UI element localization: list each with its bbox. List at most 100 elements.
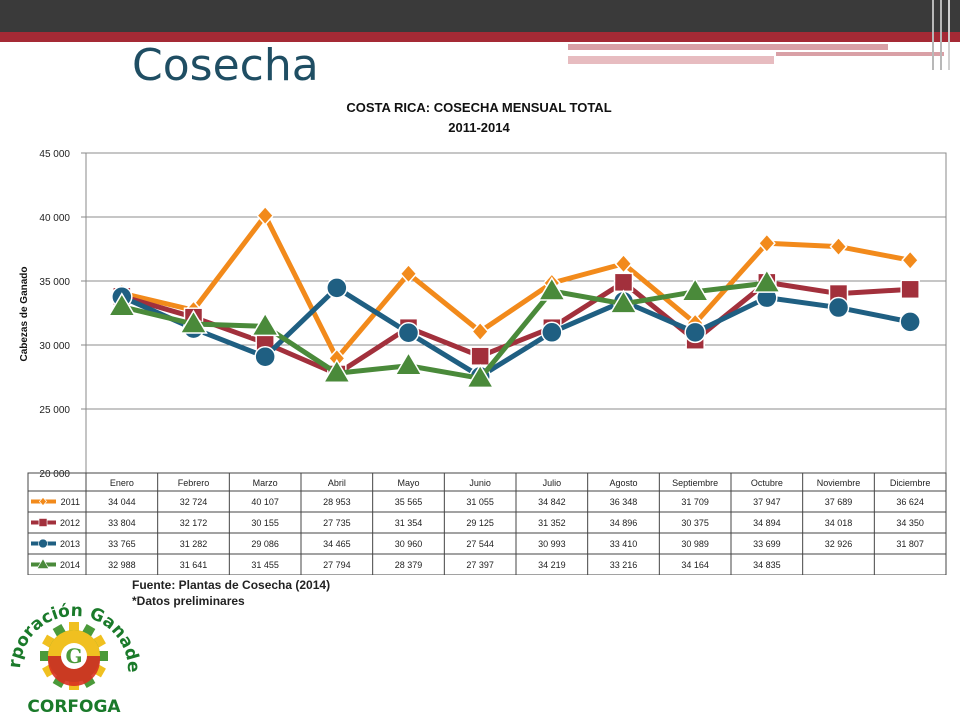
data-label: 40 107 <box>251 497 279 507</box>
top-bar <box>0 0 960 32</box>
data-point <box>38 518 48 527</box>
series-line <box>120 285 911 379</box>
data-label: 30 375 <box>681 518 709 528</box>
data-label: 36 348 <box>610 497 638 507</box>
data-label: 33 410 <box>610 539 638 549</box>
data-label: 33 765 <box>108 539 136 549</box>
gear-tooth <box>69 622 79 634</box>
x-tick-label: Agosto <box>609 478 637 488</box>
data-point <box>254 345 276 368</box>
y-tick-label: 30 000 <box>39 341 70 352</box>
series-2014 <box>107 268 782 389</box>
data-label: 30 989 <box>681 539 709 549</box>
data-point <box>901 250 920 271</box>
data-label: 33 804 <box>108 518 136 528</box>
plot-area <box>85 152 947 474</box>
data-point <box>613 272 634 293</box>
data-point <box>900 279 920 300</box>
data-point <box>680 277 710 302</box>
legend-label: 2012 <box>60 518 80 528</box>
chart-subtitle: 2011-2014 <box>448 120 510 135</box>
data-point <box>36 557 50 569</box>
svg-text:G: G <box>65 644 82 668</box>
series-2012 <box>112 272 920 384</box>
data-point <box>471 321 490 342</box>
legend-label: 2011 <box>61 497 80 507</box>
data-label: 34 896 <box>610 518 638 528</box>
data-label: 32 988 <box>108 560 136 570</box>
line-chart: COSTA RICA: COSECHA MENSUAL TOTAL 2011-2… <box>19 100 947 575</box>
preliminary-note: *Datos preliminares <box>132 594 245 608</box>
decor-line <box>932 0 934 70</box>
data-label: 34 219 <box>538 560 566 570</box>
x-tick-label: Abril <box>328 478 346 488</box>
series-line <box>121 279 911 377</box>
accent-bar <box>0 32 960 42</box>
data-point <box>38 538 48 549</box>
data-label: 29 125 <box>466 518 494 528</box>
x-tick-label: Septiembre <box>672 478 718 488</box>
series-line <box>121 280 768 381</box>
x-tick-label: Marzo <box>253 478 278 488</box>
data-point <box>394 351 423 376</box>
data-point <box>322 358 352 383</box>
data-label: 36 624 <box>896 497 924 507</box>
data-label: 34 164 <box>681 560 709 570</box>
data-point <box>399 263 418 284</box>
data-label: 34 350 <box>896 518 924 528</box>
data-label: 31 055 <box>466 497 494 507</box>
data-point <box>899 311 921 333</box>
data-point <box>609 289 638 314</box>
data-point <box>38 496 48 507</box>
gear-icon: G <box>40 622 108 690</box>
data-point <box>757 233 776 254</box>
legend-label: 2013 <box>60 539 80 549</box>
data-label: 34 894 <box>753 518 781 528</box>
data-point <box>829 236 848 257</box>
y-tick-label: 40 000 <box>39 213 70 224</box>
accent-stripe <box>776 52 944 56</box>
data-label: 33 699 <box>753 539 781 549</box>
data-point <box>250 311 280 337</box>
data-label: 33 216 <box>610 560 638 570</box>
chart-title: COSTA RICA: COSECHA MENSUAL TOTAL <box>346 100 611 115</box>
y-tick-label: 45 000 <box>39 149 70 160</box>
data-point <box>397 321 420 344</box>
series-line <box>121 213 911 361</box>
data-label: 35 565 <box>395 497 423 507</box>
decor-line <box>948 0 950 70</box>
data-label: 34 018 <box>825 518 853 528</box>
data-label: 34 842 <box>538 497 566 507</box>
data-point <box>470 346 490 366</box>
data-label: 32 172 <box>180 518 208 528</box>
source-note: Fuente: Plantas de Cosecha (2014) *Datos… <box>132 577 330 609</box>
data-label: 31 352 <box>538 518 566 528</box>
data-label: 28 379 <box>395 560 423 570</box>
data-label: 34 465 <box>323 539 351 549</box>
data-label: 32 926 <box>825 539 853 549</box>
data-label: 27 794 <box>323 560 351 570</box>
data-label: 37 947 <box>753 497 781 507</box>
data-label: 34 044 <box>108 497 136 507</box>
x-tick-label: Noviembre <box>817 478 861 488</box>
data-label: 30 960 <box>395 539 423 549</box>
x-tick-label: Junio <box>469 478 491 488</box>
source-text: Fuente: Plantas de Cosecha (2014) <box>132 578 331 592</box>
data-label: 30 993 <box>538 539 566 549</box>
data-label: 28 953 <box>323 497 351 507</box>
data-point <box>827 296 850 319</box>
data-label: 30 155 <box>251 518 279 528</box>
x-tick-label: Mayo <box>397 478 419 488</box>
data-label: 31 807 <box>896 539 924 549</box>
y-tick-label: 25 000 <box>39 405 70 416</box>
logo-bottom-text: CORFOGA <box>27 697 121 717</box>
data-point <box>684 321 706 344</box>
data-point <box>752 268 782 293</box>
x-tick-label: Octubre <box>751 478 783 488</box>
data-label: 27 397 <box>466 560 494 570</box>
data-label: 29 086 <box>251 539 279 549</box>
x-tick-label: Enero <box>110 478 134 488</box>
data-label: 27 735 <box>323 518 351 528</box>
x-tick-label: Julio <box>543 478 562 488</box>
legend-label: 2014 <box>60 560 80 570</box>
